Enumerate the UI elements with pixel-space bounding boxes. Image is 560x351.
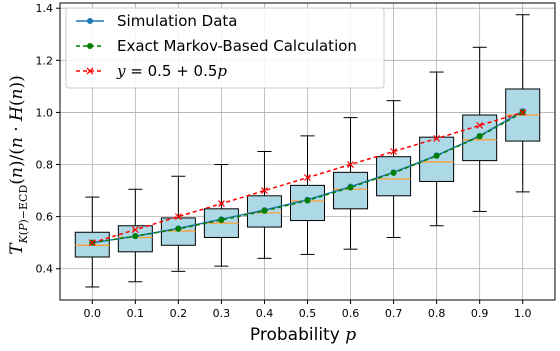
y-tick-label: 0.8 bbox=[36, 159, 54, 172]
boxplot bbox=[505, 14, 541, 193]
y-tick-label: 0.6 bbox=[36, 211, 54, 224]
series-marker-2 bbox=[217, 200, 225, 208]
series-marker-1 bbox=[433, 152, 440, 159]
series-marker-1 bbox=[390, 169, 397, 176]
boxplot bbox=[246, 151, 282, 259]
series-marker-2 bbox=[304, 174, 311, 181]
y-tick-label: 0.4 bbox=[36, 263, 54, 276]
series-marker-2 bbox=[433, 135, 441, 142]
series-marker-1 bbox=[304, 197, 311, 204]
series-marker-2 bbox=[174, 213, 182, 221]
series-marker-1 bbox=[476, 133, 483, 140]
boxplot bbox=[419, 71, 455, 227]
series-marker-2 bbox=[347, 161, 354, 168]
legend-item-linear: y = 0.5 + 0.5p bbox=[76, 62, 227, 80]
boxplot bbox=[74, 196, 110, 288]
x-tick-label: 0.2 bbox=[170, 307, 188, 320]
x-tick-label: 1.0 bbox=[514, 307, 532, 320]
y-tick-label: 1.2 bbox=[36, 54, 54, 67]
series-marker-2 bbox=[88, 239, 96, 247]
series-marker-2 bbox=[261, 187, 268, 195]
series-marker-1 bbox=[347, 184, 354, 191]
series-marker-1 bbox=[132, 233, 139, 240]
legend-marker-simulation bbox=[87, 18, 93, 24]
x-axis-ticks: 0.0 0.1 0.2 0.3 0.4 0.5 0.6 0.7 0.8 0.9 1.0 bbox=[84, 300, 532, 320]
x-tick-label: 0.0 bbox=[84, 307, 102, 320]
legend-marker-markov bbox=[87, 43, 93, 49]
x-tick-label: 0.3 bbox=[213, 307, 231, 320]
legend-item-simulation: Simulation Data bbox=[76, 12, 237, 30]
series-marker-2 bbox=[519, 108, 527, 116]
y-tick-label: 1.4 bbox=[36, 2, 54, 15]
box bbox=[74, 231, 110, 258]
boxplot bbox=[290, 135, 325, 255]
x-tick-label: 0.5 bbox=[299, 307, 317, 320]
x-tick-label: 0.1 bbox=[127, 307, 145, 320]
boxplot bbox=[203, 164, 239, 267]
series-lines bbox=[88, 108, 527, 247]
series-marker-2 bbox=[390, 148, 398, 155]
legend: Simulation Data Exact Markov-Based Calcu… bbox=[65, 7, 385, 89]
x-axis-label: Probability p bbox=[250, 325, 356, 345]
y-axis-label: TK(P)−ECD(n)/(n · H(n)) bbox=[7, 75, 30, 255]
legend-label-linear: y = 0.5 + 0.5p bbox=[116, 62, 227, 80]
series-marker-2 bbox=[131, 226, 139, 234]
series-marker-1 bbox=[175, 225, 182, 232]
legend-marker-linear bbox=[86, 67, 94, 75]
x-tick-label: 0.8 bbox=[428, 307, 446, 320]
series-marker-1 bbox=[218, 217, 225, 224]
x-tick-label: 0.9 bbox=[471, 307, 489, 320]
legend-item-markov: Exact Markov-Based Calculation bbox=[76, 37, 357, 55]
boxplot bbox=[160, 175, 196, 272]
legend-label-markov: Exact Markov-Based Calculation bbox=[117, 37, 357, 55]
x-tick-label: 0.6 bbox=[342, 307, 360, 320]
legend-box bbox=[65, 7, 385, 89]
y-axis-ticks: 0.4 0.6 0.8 1.0 1.2 1.4 bbox=[36, 2, 60, 276]
legend-label-simulation: Simulation Data bbox=[117, 12, 237, 30]
boxplot bbox=[333, 117, 369, 250]
x-tick-label: 0.4 bbox=[256, 307, 274, 320]
series-marker-1 bbox=[261, 207, 268, 214]
x-tick-label: 0.7 bbox=[385, 307, 403, 320]
series-marker-2 bbox=[476, 122, 484, 129]
y-tick-label: 1.0 bbox=[36, 106, 54, 119]
